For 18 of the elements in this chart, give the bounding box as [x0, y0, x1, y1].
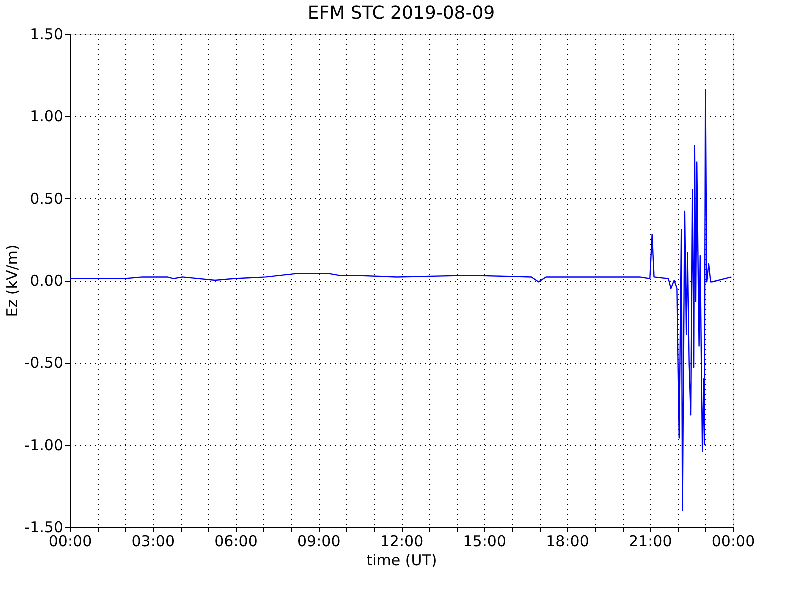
x-tick-label: 06:00 — [214, 532, 258, 550]
x-tick-label: 21:00 — [629, 532, 672, 550]
x-tick-label: 12:00 — [380, 532, 424, 550]
y-axis-title: Ez (kV/m) — [4, 244, 22, 318]
x-tick-label: 09:00 — [298, 532, 341, 550]
y-tick-label: -1.00 — [24, 436, 64, 454]
x-tick-label: 18:00 — [546, 532, 590, 550]
y-tick-label: 1.00 — [30, 108, 64, 126]
x-axis-title: time (UT) — [366, 552, 438, 570]
x-tick-label: 03:00 — [132, 532, 175, 550]
x-tick-label: 15:00 — [463, 532, 506, 550]
y-tick-label: 1.50 — [30, 26, 64, 44]
line-series — [69, 89, 732, 512]
x-tick-label: 00:00 — [712, 532, 756, 550]
y-tick-label: 0.50 — [30, 190, 64, 208]
chart-title: EFM STC 2019-08-09 — [308, 3, 496, 24]
y-tick-label: -0.50 — [24, 354, 64, 372]
y-tick-label: 0.00 — [30, 272, 64, 290]
